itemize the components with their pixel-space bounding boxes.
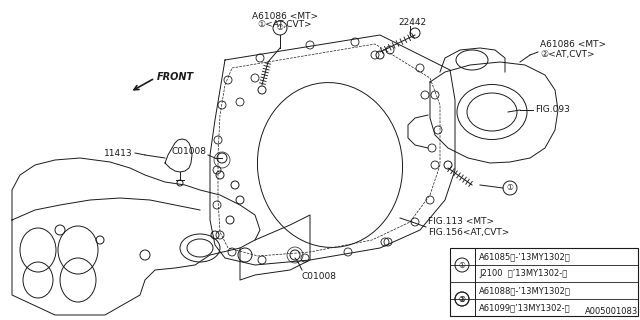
Text: C01008: C01008 [302, 272, 337, 281]
Text: FIG.093: FIG.093 [535, 106, 570, 115]
Text: J2100  （’13MY1302-）: J2100 （’13MY1302-） [479, 269, 567, 278]
Text: 11413: 11413 [104, 148, 133, 157]
Text: ①: ① [507, 183, 513, 193]
Text: ①: ① [459, 294, 465, 303]
Text: A61088（-’13MY1302）: A61088（-’13MY1302） [479, 286, 571, 295]
Text: FIG.156<AT,CVT>: FIG.156<AT,CVT> [428, 228, 509, 236]
Text: 22442: 22442 [398, 18, 426, 27]
Text: ①: ① [276, 23, 284, 33]
Bar [450, 248, 638, 316]
Text: A005001083: A005001083 [585, 307, 638, 316]
Text: C01008: C01008 [172, 148, 207, 156]
Text: A61086 <MT>: A61086 <MT> [540, 40, 606, 49]
Text: A61086 <MT>: A61086 <MT> [252, 12, 318, 21]
Text: FIG.113 <MT>: FIG.113 <MT> [428, 218, 494, 227]
Text: A61099（’13MY1302-）: A61099（’13MY1302-） [479, 303, 571, 312]
Text: FRONT: FRONT [157, 72, 194, 82]
Text: ①: ① [459, 260, 465, 269]
Text: ②<AT,CVT>: ②<AT,CVT> [540, 50, 595, 59]
Text: A61085（-’13MY1302）: A61085（-’13MY1302） [479, 252, 571, 261]
Text: ①<AT,CVT>: ①<AT,CVT> [258, 20, 312, 29]
Text: ②: ② [459, 294, 465, 303]
